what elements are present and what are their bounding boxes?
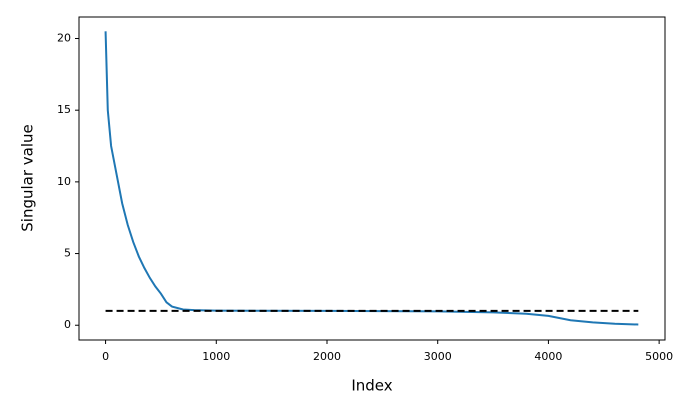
y-axis-label: Singular value [19, 124, 37, 232]
x-tick-label: 4000 [534, 350, 562, 363]
plot-frame [78, 16, 666, 341]
data-line [104, 31, 639, 326]
x-tick-label: 1000 [202, 350, 230, 363]
x-tick-label: 0 [102, 350, 109, 363]
x-tick-label: 2000 [313, 350, 341, 363]
y-tick-label: 10 [57, 175, 71, 188]
y-tick-label: 0 [64, 318, 71, 331]
x-tick-label: 3000 [424, 350, 452, 363]
x-axis-label: Index [351, 377, 392, 395]
x-tick-label: 5000 [645, 350, 673, 363]
y-tick-label: 5 [64, 247, 71, 260]
y-tick-label: 20 [57, 32, 71, 45]
y-tick-label: 15 [57, 103, 71, 116]
